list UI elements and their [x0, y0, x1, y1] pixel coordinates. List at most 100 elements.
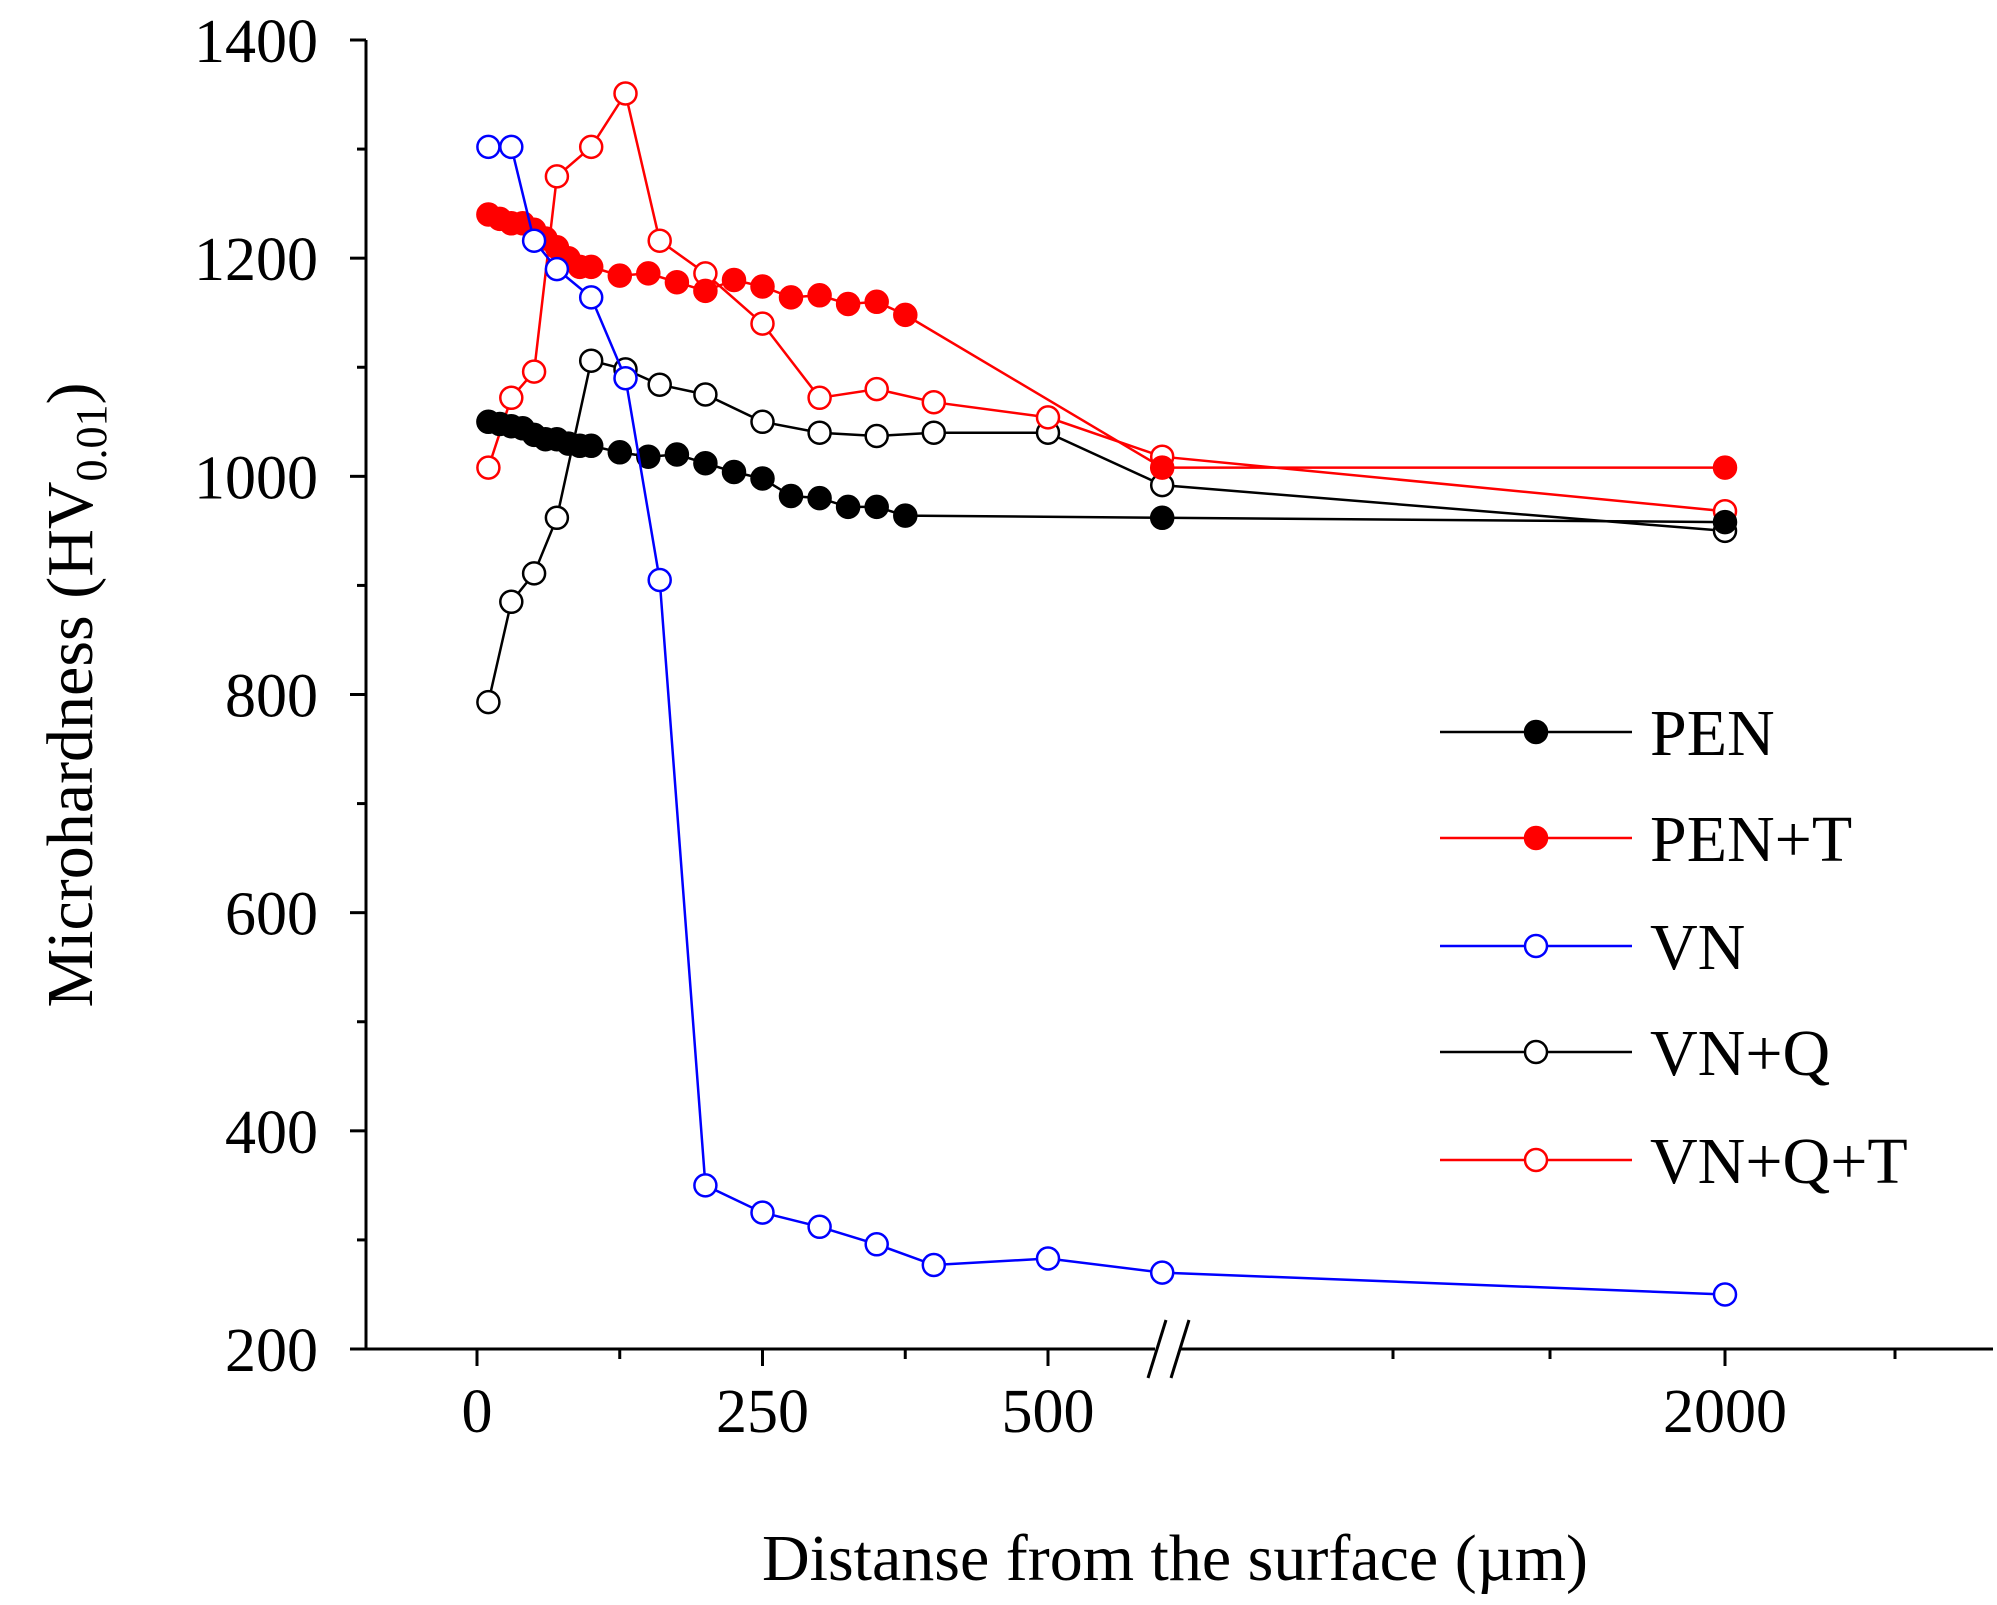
x-tick-label: 2000	[1663, 1378, 1787, 1446]
data-point	[807, 420, 832, 445]
legend-label: VN+Q	[1650, 1017, 1830, 1090]
data-point	[636, 444, 661, 469]
data-point	[864, 289, 889, 315]
axis-break-mark-1	[1146, 1319, 1168, 1379]
data-point	[807, 385, 832, 411]
legend-item: PEN+T	[1440, 803, 1852, 876]
data-point	[578, 285, 604, 310]
data-point	[544, 505, 570, 531]
legend-label: VN	[1650, 911, 1745, 984]
data-point	[693, 382, 718, 407]
y-axis-label: Microhardness (HV0.01)	[34, 382, 116, 1007]
axis-break-mark-2	[1169, 1319, 1191, 1379]
data-point	[835, 494, 861, 520]
data-point	[807, 1214, 832, 1240]
legend-item: PEN	[1440, 697, 1775, 770]
series-pen	[476, 409, 1738, 535]
legend-label: VN+Q+T	[1650, 1125, 1908, 1198]
data-point	[1035, 405, 1061, 430]
x-tick-label: 250	[716, 1378, 809, 1446]
series-vn-plus-q-plus-t	[476, 81, 1738, 524]
y-axis-label-subscript: 0.01	[67, 404, 116, 481]
data-point	[476, 134, 501, 160]
y-axis-label-main: Microhardness (HV	[34, 481, 107, 1007]
data-point	[778, 483, 804, 509]
data-point	[807, 283, 832, 308]
legend-label: PEN+T	[1650, 803, 1852, 876]
data-point	[835, 291, 861, 317]
data-point	[476, 689, 501, 715]
data-point	[613, 365, 638, 391]
series-line	[487, 359, 1726, 703]
series-layer	[476, 81, 1738, 1307]
data-point	[647, 228, 672, 253]
data-point	[664, 442, 690, 467]
data-point	[750, 409, 775, 435]
data-point	[778, 285, 804, 310]
y-tick-label: 200	[225, 1317, 318, 1385]
data-point	[893, 503, 918, 528]
legend-item: VN+Q	[1440, 1017, 1830, 1090]
data-point	[864, 423, 889, 449]
data-point	[864, 1232, 889, 1257]
data-point	[693, 1173, 718, 1198]
data-point	[750, 274, 775, 299]
data-point	[499, 589, 524, 615]
y-tick-label: 1200	[194, 226, 318, 294]
data-point	[578, 348, 604, 373]
legend-marker	[1523, 1147, 1549, 1173]
y-tick-label: 400	[225, 1099, 318, 1167]
x-tick-label: 0	[462, 1378, 493, 1446]
data-point	[607, 440, 633, 465]
legend-item: VN	[1440, 911, 1745, 984]
data-point	[499, 385, 524, 411]
data-point	[750, 1200, 775, 1225]
legend: PEN PEN+T VN VN+Q VN+Q+T	[1440, 697, 1908, 1198]
data-point	[1149, 505, 1175, 531]
legend-marker	[1523, 1039, 1549, 1065]
data-point	[613, 81, 638, 106]
data-point	[636, 261, 661, 286]
data-point	[1712, 455, 1738, 480]
data-point	[578, 134, 604, 160]
data-point	[607, 263, 633, 288]
y-tick-label: 800	[225, 663, 318, 731]
data-point	[693, 450, 718, 476]
data-point	[476, 455, 501, 480]
data-point	[578, 254, 604, 280]
data-point	[544, 164, 570, 189]
data-point	[864, 494, 889, 520]
data-point	[499, 134, 524, 160]
y-tick-label: 1400	[194, 8, 318, 76]
data-point	[1712, 1282, 1738, 1307]
legend-marker	[1523, 825, 1549, 851]
data-point	[750, 466, 775, 491]
series-vn	[476, 134, 1738, 1307]
data-point	[750, 311, 775, 336]
data-point	[864, 376, 889, 402]
data-point	[647, 372, 672, 397]
data-point	[721, 267, 747, 293]
legend-item: VN+Q+T	[1440, 1125, 1908, 1198]
x-axis-label: Distanse from the surface (µm)	[762, 1522, 1588, 1595]
data-point	[664, 269, 690, 295]
data-point	[921, 1252, 947, 1278]
y-tick-label: 600	[225, 881, 318, 949]
data-point	[1712, 509, 1738, 535]
y-tick-label: 1000	[194, 444, 318, 512]
data-point	[721, 459, 747, 485]
data-point	[647, 567, 672, 593]
data-point	[1035, 1246, 1061, 1271]
data-point	[578, 433, 604, 459]
ticks: 200 400 600 800 1000 1200 1400 0 250 500 2000	[194, 8, 1897, 1446]
data-point	[521, 561, 547, 586]
data-point	[521, 228, 547, 253]
series-line	[487, 213, 1725, 469]
data-point	[544, 256, 570, 282]
data-point	[893, 302, 918, 328]
data-point	[921, 389, 947, 415]
legend-label: PEN	[1650, 697, 1775, 770]
data-point	[807, 485, 832, 511]
data-point	[521, 359, 547, 384]
